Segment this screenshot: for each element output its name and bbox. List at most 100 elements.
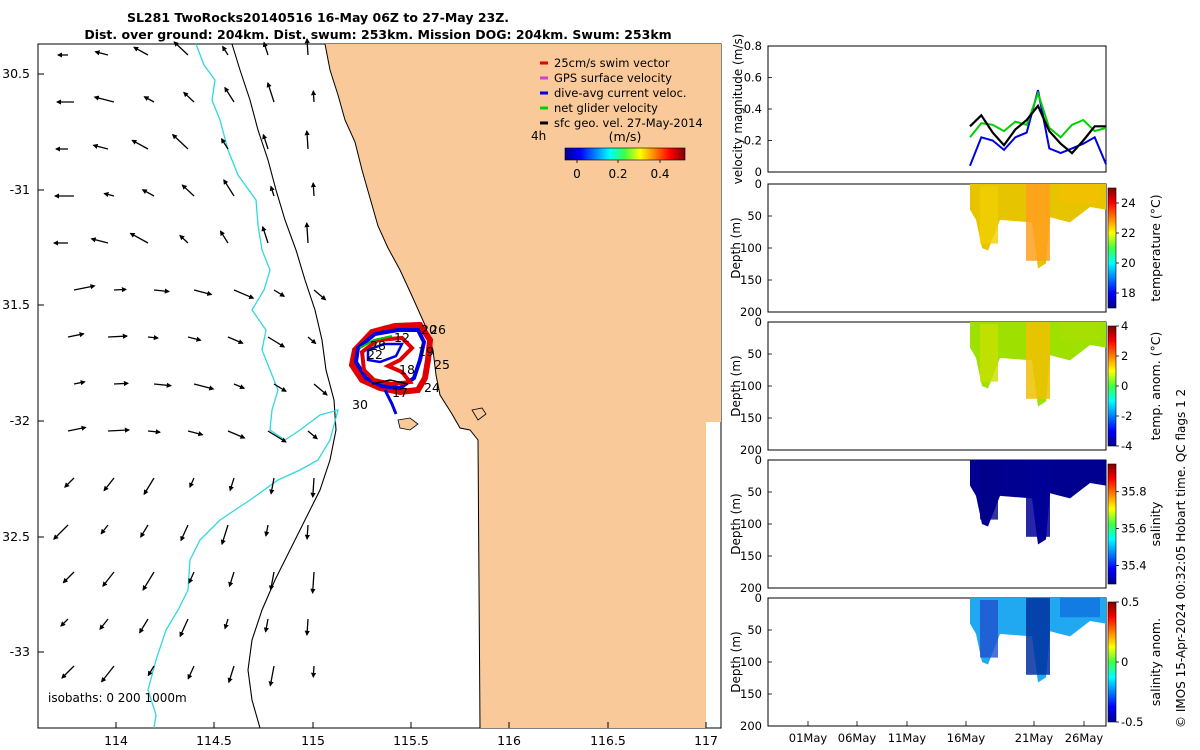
isobath-200 (231, 43, 337, 729)
colorbar-tick-label: 35.8 (1121, 485, 1147, 499)
map-ytick-label: 32.5 (2, 529, 30, 544)
velocity-series-line (969, 90, 1107, 139)
velocity-ytick-label: 0.4 (744, 102, 762, 116)
heatmap-band (1026, 598, 1050, 675)
depth-tick-label: 50 (747, 485, 762, 499)
depth-ylabel: Depth (m) (729, 217, 743, 278)
velocity-ytick-label: 0.8 (744, 39, 762, 53)
depth-tick-label: 100 (740, 241, 762, 255)
day-label: 30 (352, 397, 368, 412)
map-xtick-label: 116 (497, 733, 521, 748)
island (471, 407, 487, 421)
velocity-ytick-label: 0.6 (744, 71, 762, 85)
depth-tick-label: 150 (740, 549, 762, 563)
depth-ylabel: Depth (m) (729, 355, 743, 416)
depth-tick-label: 100 (740, 379, 762, 393)
current-vector-field (52, 37, 328, 687)
day-label: 18 (399, 362, 415, 377)
velocity-ytick-label: 0.2 (744, 134, 762, 148)
depth-tick-label: 150 (740, 687, 762, 701)
map-ytick-label: 31.5 (2, 297, 30, 312)
depth-ylabel: Depth (m) (729, 493, 743, 554)
map-axis-ticks: 114 114.5 115 115.5 116 116.5 117 30.5 -31 31.5 -3… (2, 66, 718, 748)
speed-colorbar-tick-label: 0 (573, 167, 581, 181)
depth-tick-label: 0 (755, 315, 762, 329)
depth-tick-label: 200 (740, 581, 762, 595)
heatmap-band (980, 462, 998, 520)
depth-tick-label: 50 (747, 209, 762, 223)
legend-label: GPS surface velocity (554, 71, 672, 85)
heatmap-colorbar (1107, 463, 1117, 585)
depth-tick-label: 0 (755, 453, 762, 467)
colorbar-label: salinity anom. (1148, 618, 1163, 706)
map-ytick-label: -31 (10, 182, 30, 197)
day-label: 28 (370, 338, 386, 353)
depth-tick-label: 150 (740, 273, 762, 287)
heatmap-band (980, 600, 998, 658)
time-tick-label: 16May (947, 731, 986, 745)
depth-tick-label: 50 (747, 623, 762, 637)
time-tick-label: 01May (789, 731, 828, 745)
day-label: 17 (392, 385, 408, 400)
day-label: 22 (367, 347, 383, 362)
heatmap-band (980, 324, 998, 382)
speed-colorbar-tick-label: 0.2 (608, 167, 627, 181)
heatmap-band (1026, 184, 1050, 261)
day-label: 12 (394, 330, 410, 345)
day-label: 20 (421, 322, 437, 337)
colorbar-tick-label: -4 (1121, 439, 1132, 453)
isobath-1000 (147, 43, 339, 729)
title-line-2: Dist. over ground: 204km. Dist. swum: 25… (84, 27, 671, 42)
speed-colorbar (564, 147, 686, 161)
island (397, 417, 419, 431)
velocity-series-line (969, 89, 1107, 167)
legend-label: sfc geo. vel. 27-May-2014 (554, 116, 703, 130)
depth-tick-label: 0 (755, 591, 762, 605)
velocity-axes (767, 45, 1107, 173)
map-ytick-label: -33 (10, 644, 30, 659)
title-line-1: SL281 TwoRocks20140516 16-May 06Z to 27-… (127, 10, 509, 25)
day-label: 24 (424, 380, 440, 395)
colorbar-tick-label: 20 (1121, 256, 1136, 270)
legend-label: dive-avg current veloc. (554, 86, 687, 100)
colorbar-tick-label: 18 (1121, 286, 1136, 300)
colorbar-tick-label: 24 (1121, 196, 1136, 210)
map-xtick-label: 114 (104, 733, 128, 748)
time-tick-label: 26May (1065, 731, 1104, 745)
day-label: 19 (418, 344, 434, 359)
depth-tick-label: 100 (740, 655, 762, 669)
heatmap-band (1060, 184, 1100, 204)
legend-label: 25cm/s swim vector (554, 56, 670, 70)
speed-colorbar-ticks: 0 0.2 0.4 (573, 160, 670, 181)
time-tick-label: 06May (838, 731, 877, 745)
colorbar-unit: (m/s) (609, 129, 642, 144)
depth-tick-label: 200 (740, 305, 762, 319)
depth-tick-label: 50 (747, 347, 762, 361)
day-label: 25 (434, 357, 450, 372)
coastline (324, 43, 481, 729)
depth-tick-label: 0 (755, 177, 762, 191)
land-area (325, 44, 721, 728)
colorbar-tick-label: -0.5 (1121, 715, 1143, 729)
heatmap-colorbar (1107, 187, 1117, 309)
map-xtick-label: 116.5 (590, 733, 626, 748)
heatmap-band (1060, 460, 1100, 480)
heatmap-colorbar (1107, 601, 1117, 723)
map-ytick-label: 30.5 (2, 66, 30, 81)
colorbar-tick-label: 0 (1121, 655, 1128, 669)
depth-tick-label: 200 (740, 443, 762, 457)
heatmap-band (1060, 322, 1100, 342)
velocity-ytick-label: 0 (755, 165, 762, 179)
speed-colorbar-tick-label: 0.4 (650, 167, 669, 181)
map-xtick-label: 114.5 (196, 733, 232, 748)
legend-label: net glider velocity (554, 101, 658, 115)
depth-ylabel: Depth (m) (729, 631, 743, 692)
time-tick-label: 11May (888, 731, 927, 745)
map-xtick-label: 115 (301, 733, 325, 748)
heatmap-colorbar (1107, 325, 1117, 447)
colorbar-tick-label: 2 (1121, 349, 1128, 363)
map-ytick-label: -32 (10, 413, 30, 428)
